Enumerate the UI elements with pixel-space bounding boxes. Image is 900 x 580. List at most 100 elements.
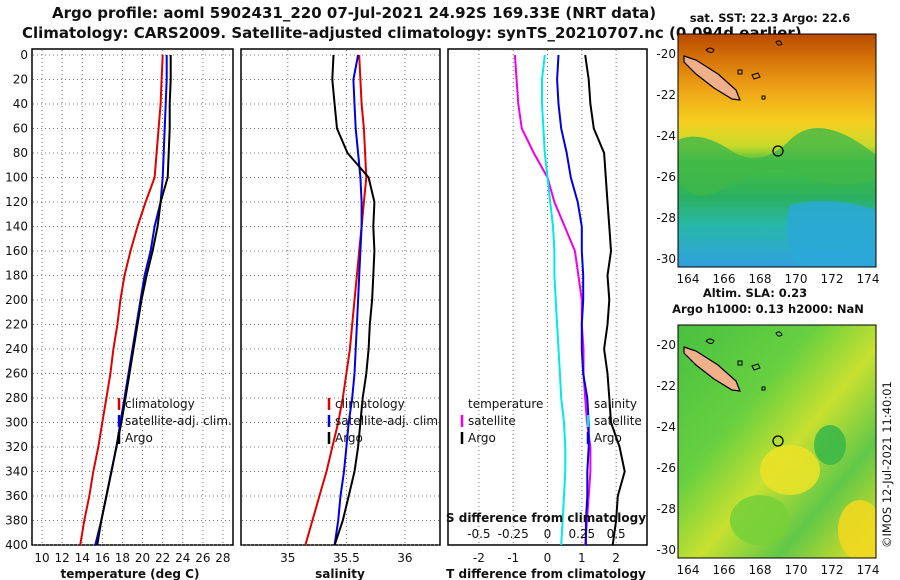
title-line-2: Climatology: CARS2009. Satellite-adjuste… (22, 24, 802, 42)
difference-legend-temperature: temperature satellite Argo (460, 397, 543, 445)
series-line (96, 55, 172, 546)
legend-argo: Argo (125, 431, 153, 445)
difference-legend-salinity: salinity satellite Argo (586, 397, 642, 445)
map-y-tick: -22 (656, 88, 676, 102)
series-line (79, 54, 164, 546)
sst-map (678, 34, 876, 267)
temperature-axis-label: temperature (deg C) (61, 567, 200, 580)
y-tick-label: 340 (5, 465, 28, 479)
map-x-tick: 166 (713, 563, 736, 577)
x-tick-label: 12 (55, 551, 70, 565)
map-y-tick: -24 (656, 129, 676, 143)
legend-satellite: satellite (468, 414, 516, 428)
sst-map-title: sat. SST: 22.3 Argo: 22.6 (690, 11, 850, 25)
map-x-tick: 172 (821, 272, 844, 286)
x-tick-label: 20 (135, 551, 150, 565)
imos-stamp: ©IMOS 12-Jul-2021 11:40:01 (880, 381, 894, 548)
y-tick-label: 220 (5, 318, 28, 332)
series-line (94, 55, 168, 546)
legend-satellite-adj: satellite-adj. clim. (335, 414, 442, 428)
map-y-tick: -30 (656, 252, 676, 266)
map-x-tick: 174 (857, 563, 880, 577)
legend-title: temperature (468, 397, 543, 411)
map-y-tick: -26 (656, 461, 676, 475)
x-tick-label: 18 (115, 551, 130, 565)
y-tick-label: 100 (5, 171, 28, 185)
argo-location-marker (772, 435, 784, 447)
x-tick-label: 36 (397, 551, 412, 565)
y-tick-label: 280 (5, 391, 28, 405)
legend-argo: Argo (594, 431, 622, 445)
x-tick-label: -1 (507, 551, 519, 565)
map-y-tick: -20 (656, 338, 676, 352)
map-y-tick: -28 (656, 502, 676, 516)
map-x-tick: 166 (713, 272, 736, 286)
map-y-tick: -22 (656, 379, 676, 393)
y-tick-label: 0 (20, 48, 28, 62)
y-tick-label: 320 (5, 440, 28, 454)
y-tick-label: 120 (5, 195, 28, 209)
y-tick-label: 300 (5, 416, 28, 430)
series-line (333, 54, 363, 546)
series-line (331, 54, 376, 546)
salinity-legend: climatology satellite-adj. clim. Argo (327, 397, 442, 445)
y-tick-label: 140 (5, 220, 28, 234)
legend-satellite-adj: satellite-adj. clim. (125, 414, 232, 428)
map-x-tick: 164 (677, 272, 700, 286)
y-tick-label: 40 (13, 97, 28, 111)
x-top-tick-label: 0.25 (568, 527, 595, 541)
new-caledonia-shape (683, 55, 741, 101)
map-x-tick: 170 (785, 272, 808, 286)
y-tick-label: 200 (5, 293, 28, 307)
y-tick-label: 60 (13, 122, 28, 136)
x-tick-label: 0 (544, 551, 552, 565)
series-line (513, 54, 592, 546)
new-caledonia-shape (683, 346, 741, 392)
sla-map (678, 325, 876, 558)
x-tick-label: 26 (195, 551, 210, 565)
x-tick-label: 1 (578, 551, 586, 565)
temperature-legend: climatology satellite-adj. clim. Argo (117, 397, 232, 445)
legend-satellite: satellite (594, 414, 642, 428)
y-tick-label: 20 (13, 73, 28, 87)
series-line (541, 54, 567, 546)
map-x-tick: 172 (821, 563, 844, 577)
argo-location-marker (772, 145, 784, 157)
legend-climatology: climatology (335, 397, 405, 411)
sla-map-title-2: Argo h1000: 0.13 h2000: NaN (672, 302, 864, 316)
x-tick-label: 14 (75, 551, 90, 565)
series-line (304, 54, 368, 546)
x-tick-label: 28 (215, 551, 230, 565)
series-line (556, 54, 590, 545)
title-line-1: Argo profile: aoml 5902431_220 07-Jul-20… (52, 4, 657, 22)
legend-title: salinity (594, 397, 637, 411)
x-tick-label: -2 (473, 551, 485, 565)
map-y-tick: -30 (656, 543, 676, 557)
map-x-tick: 170 (785, 563, 808, 577)
x-tick-label: 2 (612, 551, 620, 565)
map-x-tick: 164 (677, 563, 700, 577)
salinity-axis-label: salinity (315, 567, 365, 580)
y-tick-label: 400 (5, 538, 28, 552)
temperature-frame (31, 48, 234, 546)
x-tick-label: 24 (175, 551, 190, 565)
difference-frame (447, 48, 648, 546)
x-tick-label: 22 (155, 551, 170, 565)
map-x-tick: 168 (749, 272, 772, 286)
map-x-tick: 168 (749, 563, 772, 577)
map-y-tick: -26 (656, 170, 676, 184)
y-tick-label: 360 (5, 489, 28, 503)
map-y-tick: -28 (656, 211, 676, 225)
x-top-tick-label: 0 (544, 527, 552, 541)
map-x-tick: 174 (857, 272, 880, 286)
y-tick-label: 180 (5, 269, 28, 283)
y-tick-label: 380 (5, 514, 28, 528)
x-top-tick-label: 0.5 (607, 527, 626, 541)
x-top-tick-label: -0.25 (498, 527, 529, 541)
y-tick-label: 260 (5, 367, 28, 381)
y-tick-label: 80 (13, 146, 28, 160)
x-tick-label: 10 (34, 551, 49, 565)
map-y-tick: -24 (656, 420, 676, 434)
y-tick-label: 240 (5, 342, 28, 356)
